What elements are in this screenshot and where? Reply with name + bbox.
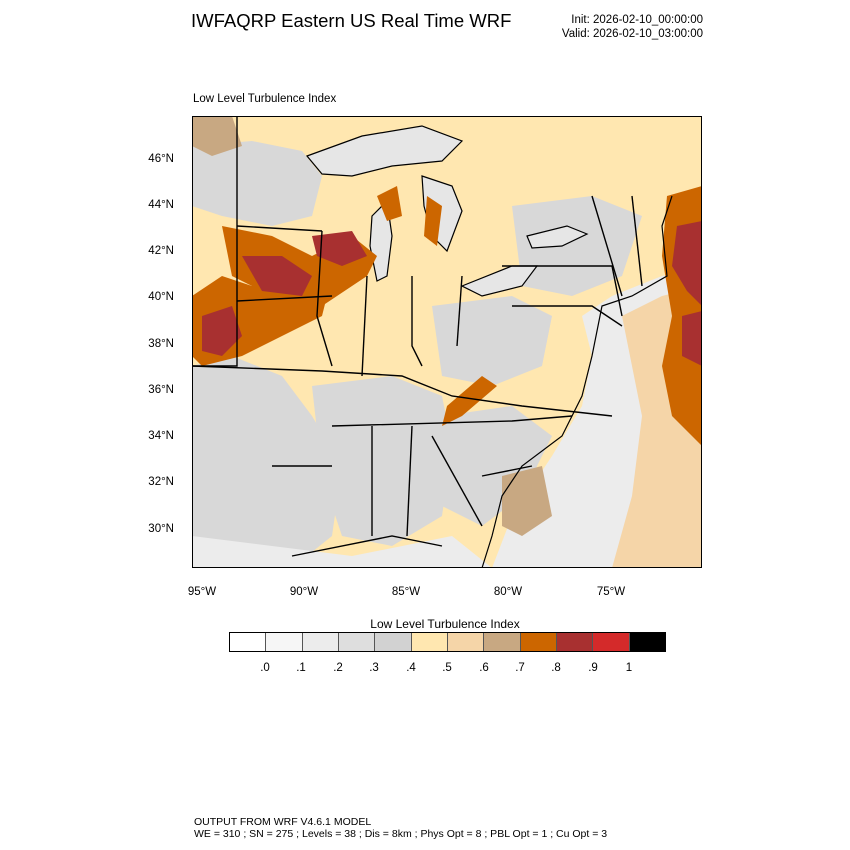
low-index-regions — [192, 141, 642, 568]
colorbar-box-3 — [338, 633, 376, 651]
lon-label-95: 95°W — [187, 586, 217, 598]
lat-label-30: 30°N — [148, 523, 174, 535]
colorbar-box-10 — [593, 633, 630, 651]
colorbar-label-8: .8 — [551, 662, 561, 674]
colorbar-label-1: .1 — [296, 662, 306, 674]
colorbar-box-8 — [520, 633, 557, 651]
colorbar — [229, 632, 666, 652]
colorbar-label-5: .5 — [442, 662, 452, 674]
state-boundaries — [192, 116, 643, 557]
lon-label-80: 80°W — [493, 586, 523, 598]
lat-label-38: 38°N — [148, 338, 174, 350]
colorbar-label-7: .7 — [515, 662, 525, 674]
valid-time: Valid: 2026-02-10_03:00:00 — [561, 28, 703, 40]
high-index-regions — [192, 116, 702, 446]
colorbar-box-7 — [484, 633, 521, 651]
lat-label-34: 34°N — [148, 430, 174, 442]
colorbar-title: Low Level Turbulence Index — [370, 617, 520, 631]
colorbar-box-4 — [375, 633, 412, 651]
map-subtitle: Low Level Turbulence Index — [193, 93, 337, 105]
colorbar-label-0: .0 — [260, 662, 270, 674]
colorbar-label-6: .6 — [479, 662, 489, 674]
gulf-of-mexico — [192, 536, 492, 568]
colorbar-label-9: .9 — [588, 662, 598, 674]
colorbar-box-0 — [230, 633, 267, 651]
coastline — [481, 195, 673, 568]
colorbar-label-10: 1 — [625, 662, 633, 674]
map-canvas — [192, 116, 702, 568]
map-border — [192, 116, 702, 568]
colorbar-label-2: .2 — [333, 662, 343, 674]
lat-label-46: 46°N — [148, 153, 174, 165]
model-info: OUTPUT FROM WRF V4.6.1 MODEL — [194, 816, 372, 828]
turbulence-map — [192, 116, 702, 568]
lat-label-36: 36°N — [148, 384, 174, 396]
lon-label-85: 85°W — [391, 586, 421, 598]
colorbar-label-3: .3 — [369, 662, 379, 674]
lat-label-42: 42°N — [148, 245, 174, 257]
chart-title: IWFAQRP Eastern US Real Time WRF — [191, 10, 512, 31]
colorbar-box-1 — [266, 633, 303, 651]
init-time: Init: 2026-02-10_00:00:00 — [571, 14, 703, 26]
lon-label-75: 75°W — [596, 586, 626, 598]
lon-label-90: 90°W — [289, 586, 319, 598]
model-config: WE = 310 ; SN = 275 ; Levels = 38 ; Dis … — [194, 828, 608, 840]
lat-label-44: 44°N — [148, 199, 174, 211]
colorbar-box-9 — [556, 633, 594, 651]
colorbar-box-6 — [447, 633, 485, 651]
colorbar-box-5 — [411, 633, 448, 651]
coastal-mid-index — [502, 466, 552, 536]
colorbar-box-11 — [629, 633, 665, 651]
colorbar-label-4: .4 — [406, 662, 416, 674]
great-lakes — [305, 125, 589, 297]
lat-label-32: 32°N — [148, 476, 174, 488]
lat-label-40: 40°N — [148, 291, 174, 303]
colorbar-box-2 — [302, 633, 339, 651]
